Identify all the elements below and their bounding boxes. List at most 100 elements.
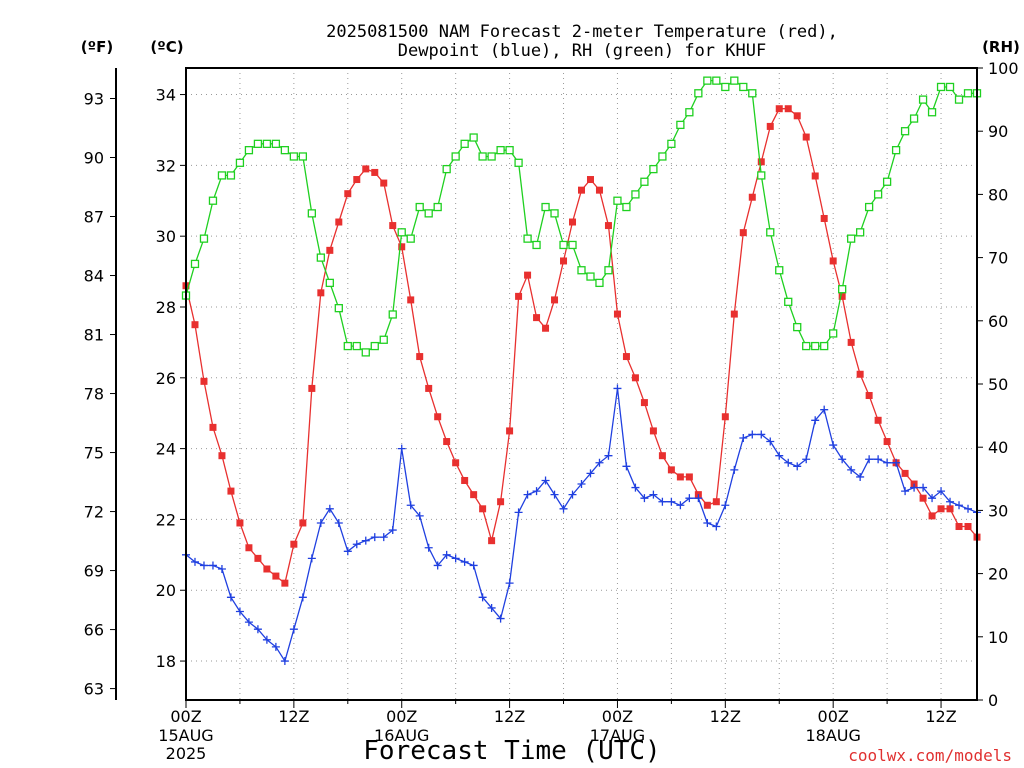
- series-dewpoint: [182, 384, 981, 666]
- celsius-tick-label: 28: [156, 298, 176, 317]
- data-point: [569, 218, 577, 226]
- data-point: [496, 146, 505, 155]
- data-point: [290, 540, 298, 548]
- data-point: [595, 278, 604, 288]
- x-tick-label: 00Z: [602, 707, 633, 726]
- data-point: [443, 438, 451, 446]
- data-point: [631, 374, 639, 382]
- data-point: [452, 459, 460, 467]
- data-point: [307, 209, 316, 218]
- data-point: [353, 176, 361, 184]
- data-point: [289, 152, 299, 161]
- data-point: [559, 504, 568, 513]
- data-point: [604, 451, 613, 460]
- data-point: [253, 625, 262, 634]
- data-point: [712, 498, 720, 506]
- data-point: [407, 296, 415, 304]
- data-point: [244, 618, 253, 627]
- gridlines: [186, 68, 977, 700]
- data-point: [577, 266, 586, 275]
- data-point: [253, 139, 263, 148]
- rh-tick-label: 70: [988, 249, 1008, 268]
- data-point: [299, 519, 307, 527]
- data-point: [649, 427, 657, 435]
- data-point: [271, 139, 281, 148]
- data-point: [595, 458, 604, 467]
- data-point: [532, 487, 541, 496]
- rh-tick-label: 40: [988, 438, 1008, 457]
- data-point: [865, 455, 874, 464]
- data-point: [361, 348, 370, 357]
- data-point: [460, 557, 469, 566]
- data-point: [946, 497, 955, 506]
- data-point: [802, 341, 811, 351]
- data-point: [532, 240, 541, 250]
- data-point: [397, 228, 406, 237]
- data-point: [190, 259, 200, 269]
- data-point: [757, 430, 766, 439]
- data-point: [424, 209, 433, 218]
- data-point: [362, 165, 370, 173]
- data-point: [406, 501, 415, 510]
- data-point: [308, 384, 316, 392]
- data-point: [262, 635, 271, 644]
- data-point: [379, 335, 388, 344]
- data-point: [766, 228, 775, 237]
- data-point: [298, 593, 307, 602]
- fahrenheit-tick-label: 93: [84, 89, 104, 108]
- x-tick-label: 12Z: [278, 707, 309, 726]
- rh-tick-label: 30: [988, 501, 1008, 520]
- data-point: [793, 322, 802, 332]
- data-point: [640, 494, 649, 503]
- fahrenheit-unit-label: (ºF): [81, 38, 113, 56]
- axis-ticks: 18 20 22 24 26 28 30 32 34 63 66 69 72 75 78 81 84 87 90 93…: [84, 59, 1019, 763]
- data-point: [685, 108, 694, 117]
- data-point: [388, 526, 397, 535]
- data-point: [578, 186, 585, 194]
- data-point: [667, 497, 676, 506]
- x-tick-label: 00Z: [170, 707, 201, 726]
- data-point: [955, 501, 964, 510]
- fahrenheit-tick-label: 87: [84, 208, 104, 227]
- data-point: [864, 202, 874, 212]
- data-point: [604, 222, 612, 230]
- rh-tick-label: 0: [988, 691, 998, 710]
- data-point: [496, 614, 505, 623]
- data-point: [406, 234, 415, 243]
- data-point: [568, 490, 577, 499]
- data-point: [568, 240, 577, 250]
- data-point: [334, 304, 343, 313]
- celsius-tick-label: 22: [156, 510, 176, 529]
- data-point: [649, 164, 658, 174]
- data-point: [505, 579, 514, 588]
- data-point: [281, 579, 289, 587]
- data-point: [667, 466, 675, 474]
- data-point: [891, 146, 901, 155]
- data-point: [703, 76, 712, 85]
- x-tick-label: 12Z: [494, 707, 525, 726]
- data-point: [343, 547, 352, 556]
- data-point: [245, 544, 253, 552]
- data-point: [900, 127, 910, 136]
- data-point: [613, 196, 622, 205]
- data-point: [721, 82, 730, 92]
- data-point: [901, 487, 910, 496]
- data-point: [631, 190, 640, 199]
- chart-title-line-1: 2025081500 NAM Forecast 2-meter Temperat…: [326, 22, 838, 42]
- data-point: [883, 438, 891, 446]
- data-point: [416, 353, 424, 361]
- data-point: [622, 353, 630, 361]
- data-point: [649, 490, 658, 499]
- data-point: [838, 455, 847, 464]
- data-point: [829, 257, 837, 265]
- x-tick-date-label: 15AUG: [158, 726, 213, 745]
- data-point: [820, 214, 828, 222]
- data-point: [640, 399, 648, 407]
- data-point: [919, 494, 927, 502]
- data-point: [272, 572, 280, 580]
- data-point: [784, 297, 793, 306]
- data-point: [748, 193, 756, 201]
- celsius-tick-label: 32: [156, 156, 176, 175]
- data-point: [703, 501, 711, 509]
- data-point: [317, 289, 325, 297]
